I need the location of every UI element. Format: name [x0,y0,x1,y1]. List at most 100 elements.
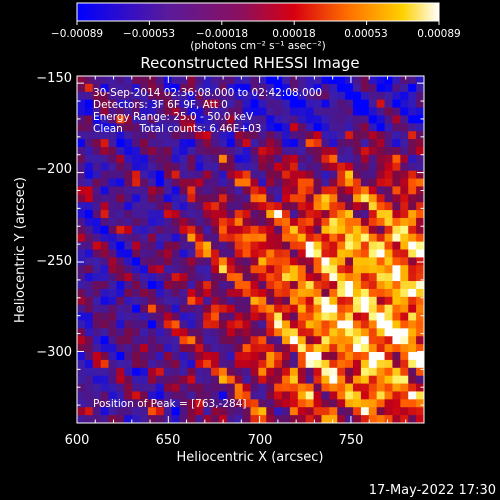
heatmap-cell [155,99,165,108]
heatmap-cell [195,391,204,400]
heatmap-cell [147,383,157,392]
heatmap-cell [195,257,204,266]
heatmap-cell [187,194,196,203]
heatmap-cell [84,344,94,353]
heatmap-cell [313,146,322,156]
heatmap-cell [116,312,125,321]
heatmap-cell [108,415,117,423]
heatmap-cell [250,415,259,423]
heatmap-cell [187,312,196,321]
heatmap-cell [416,131,424,140]
heatmap-cell [140,107,149,116]
heatmap-cell [195,344,204,353]
heatmap-cell [282,312,291,321]
heatmap-cell [353,241,362,250]
heatmap-cell [92,352,102,361]
heatmap-cell [140,304,149,313]
heatmap-cell [258,186,267,195]
heatmap-cell [100,115,109,124]
heatmap-cell [313,312,322,321]
heatmap-cell [297,415,307,423]
heatmap-cell [408,352,417,361]
heatmap-cell [124,186,133,195]
heatmap-cell [100,210,109,219]
heatmap-cell [400,202,409,211]
heatmap-cell [147,178,157,187]
heatmap-cell [163,131,173,140]
heatmap-cell [305,162,314,172]
heatmap-cell [400,131,409,140]
heatmap-cell [384,83,393,93]
heatmap-cell [416,265,424,274]
heatmap-cell [313,288,322,298]
heatmap-cell [400,296,409,306]
heatmap-cell [353,178,362,187]
heatmap-cell [226,415,236,423]
heatmap-cell [250,288,259,298]
heatmap-cell [400,217,409,227]
heatmap-cells [77,76,424,423]
heatmap-cell [345,367,354,377]
heatmap-cell [337,225,346,235]
heatmap-cell [155,76,165,85]
heatmap-cell [360,359,370,369]
heatmap-cell [408,83,417,93]
heatmap-cell [77,123,86,132]
heatmap-cell [392,186,401,195]
heatmap-cell [337,99,346,108]
heatmap-cell [179,257,188,266]
heatmap-cell [218,352,228,361]
heatmap-cell [242,296,251,306]
heatmap-cell [416,296,424,306]
heatmap-cell [376,154,385,164]
heatmap-cell [337,391,346,400]
heatmap-cell [329,375,338,384]
heatmap-cell [368,154,378,164]
heatmap-cell [266,344,275,353]
heatmap-cell [171,249,180,258]
heatmap-cell [226,139,236,148]
heatmap-cell [384,217,393,227]
heatmap-cell [226,344,236,353]
heatmap-cell [116,115,125,124]
heatmap-cell [345,76,354,85]
heatmap-cell [179,115,188,124]
heatmap-cell [242,241,251,250]
heatmap-cell [77,139,86,148]
heatmap-cell [171,391,180,400]
heatmap-cell [187,123,196,132]
heatmap-cell [329,123,338,132]
heatmap-cell [384,352,393,361]
heatmap-cell [211,186,220,195]
heatmap-cell [218,99,228,108]
heatmap-cell [305,383,314,392]
heatmap-cell [250,123,259,132]
heatmap-cell [203,367,212,377]
heatmap-cell [203,233,212,243]
heatmap-cell [77,304,86,313]
heatmap-cell [218,154,228,164]
heatmap-cell [274,186,283,195]
heatmap-cell [376,367,385,377]
heatmap-cell [84,288,94,298]
heatmap-cell [195,359,204,369]
heatmap-cell [400,288,409,298]
heatmap-cell [179,415,188,423]
heatmap-cell [337,115,346,124]
heatmap-cell [329,154,338,164]
heatmap-cell [384,312,393,321]
heatmap-cell [147,170,157,179]
heatmap-cell [353,99,362,108]
x-axis-label: Heliocentric X (arcsec) [177,450,324,465]
heatmap-cell [124,407,133,416]
heatmap-cell [132,367,141,377]
heatmap-cell [313,162,322,172]
heatmap-cell [124,383,133,392]
heatmap-cell [266,304,275,313]
heatmap-cell [353,359,362,369]
heatmap-cell [147,162,157,172]
heatmap-cell [179,344,188,353]
heatmap-cell [163,170,173,179]
heatmap-cell [77,83,86,93]
heatmap-cell [211,233,220,243]
